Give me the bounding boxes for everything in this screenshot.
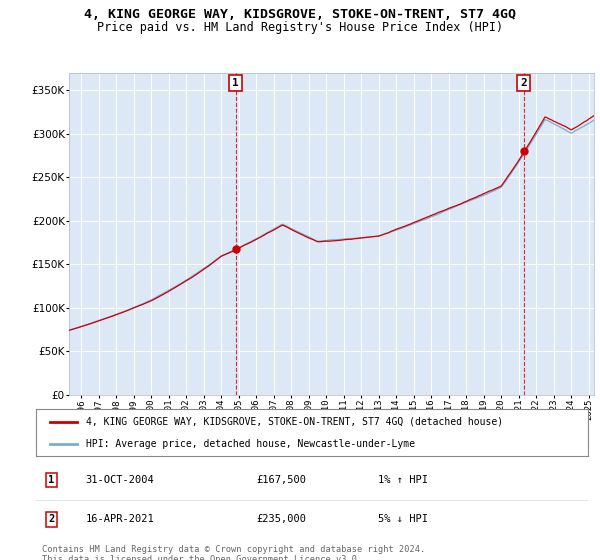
Text: 1: 1 bbox=[232, 78, 239, 87]
Text: 1% ↑ HPI: 1% ↑ HPI bbox=[378, 475, 428, 485]
Text: 2: 2 bbox=[49, 515, 55, 525]
Text: Contains HM Land Registry data © Crown copyright and database right 2024.
This d: Contains HM Land Registry data © Crown c… bbox=[42, 545, 425, 560]
Text: Price paid vs. HM Land Registry's House Price Index (HPI): Price paid vs. HM Land Registry's House … bbox=[97, 21, 503, 34]
Text: 4, KING GEORGE WAY, KIDSGROVE, STOKE-ON-TRENT, ST7 4GQ (detached house): 4, KING GEORGE WAY, KIDSGROVE, STOKE-ON-… bbox=[86, 417, 503, 427]
Text: HPI: Average price, detached house, Newcastle-under-Lyme: HPI: Average price, detached house, Newc… bbox=[86, 438, 415, 449]
Text: £235,000: £235,000 bbox=[257, 515, 307, 525]
Text: 5% ↓ HPI: 5% ↓ HPI bbox=[378, 515, 428, 525]
Text: 16-APR-2021: 16-APR-2021 bbox=[86, 515, 154, 525]
Text: £167,500: £167,500 bbox=[257, 475, 307, 485]
Text: 2: 2 bbox=[520, 78, 527, 87]
Text: 4, KING GEORGE WAY, KIDSGROVE, STOKE-ON-TRENT, ST7 4GQ: 4, KING GEORGE WAY, KIDSGROVE, STOKE-ON-… bbox=[84, 8, 516, 21]
Text: 1: 1 bbox=[49, 475, 55, 485]
Text: 31-OCT-2004: 31-OCT-2004 bbox=[86, 475, 154, 485]
